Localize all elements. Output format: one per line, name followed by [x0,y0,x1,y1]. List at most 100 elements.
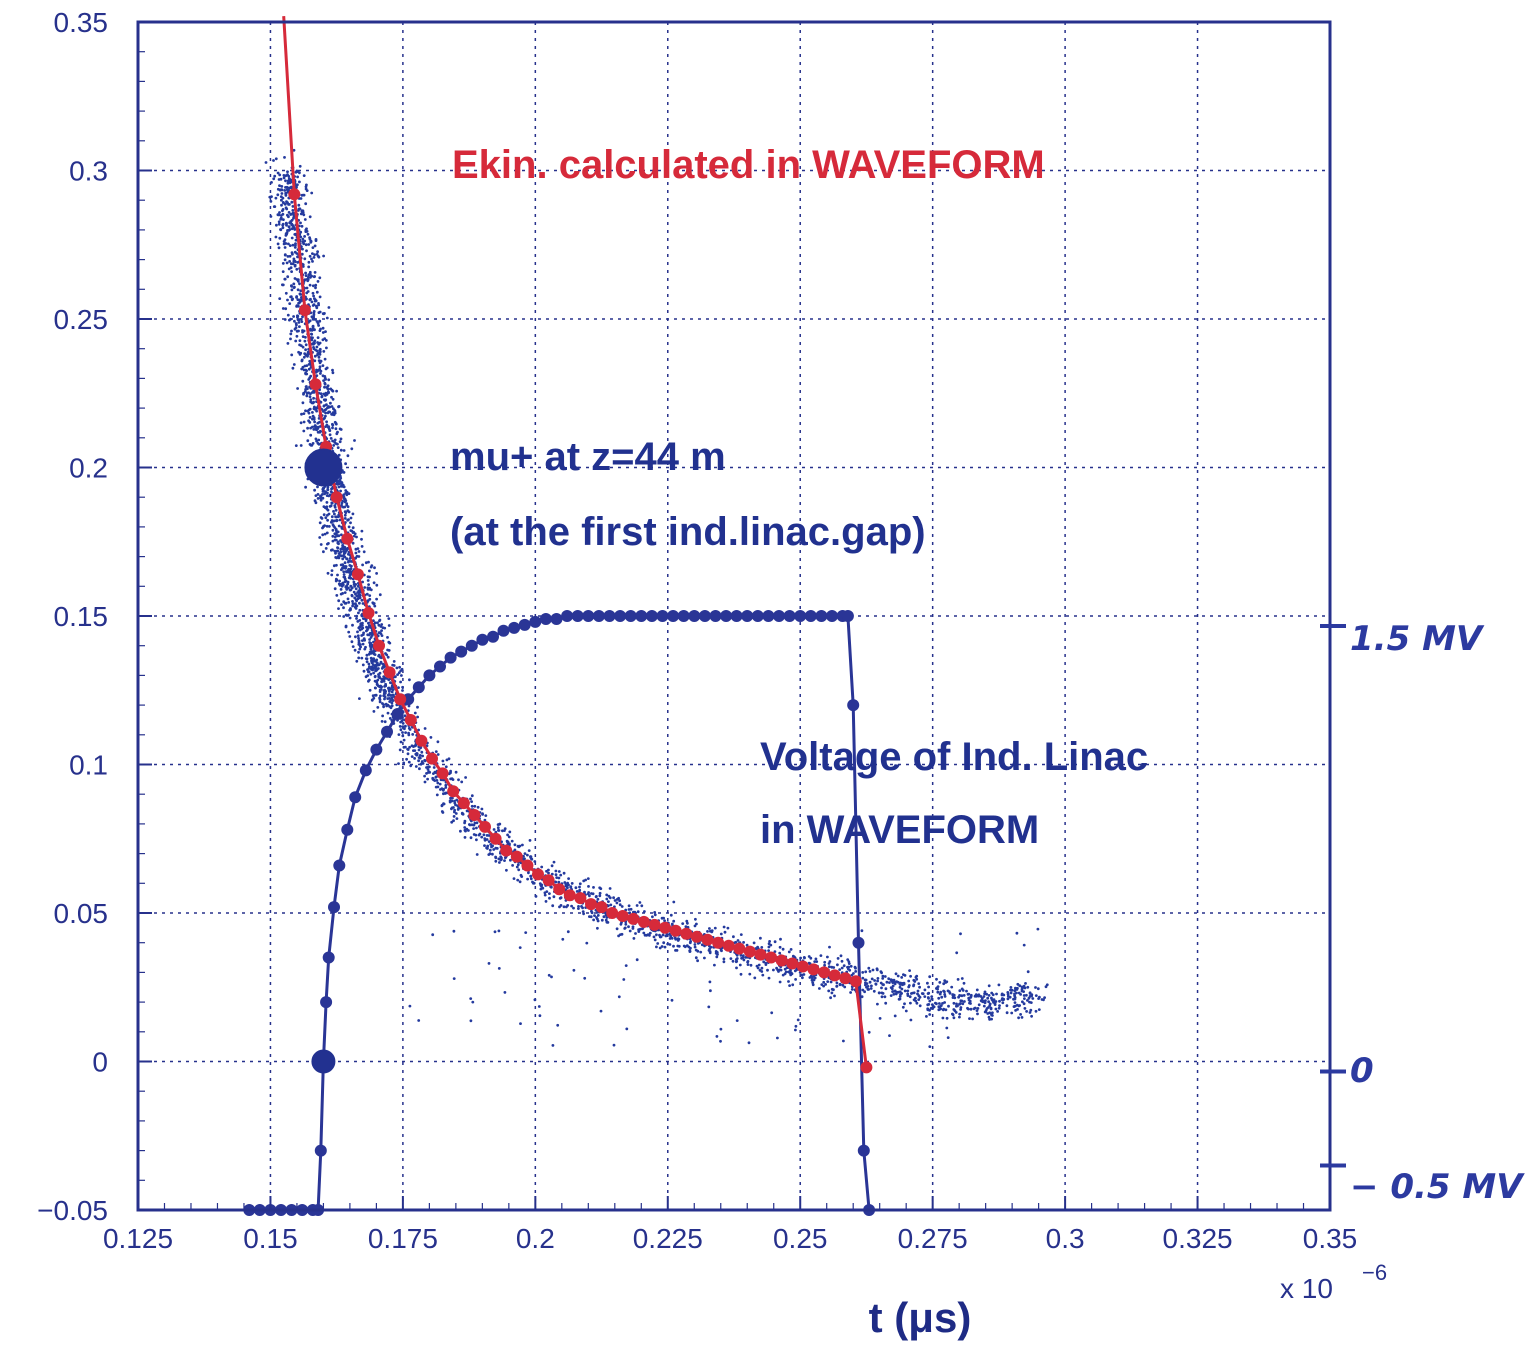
particle-point [1006,991,1010,994]
particle-point [586,877,590,880]
particle-point [1019,1013,1022,1016]
particle-point [316,493,320,496]
particle-point [987,1015,991,1019]
particle-point [375,661,379,665]
particle-point [315,428,318,432]
particle-point [330,573,334,577]
ekin-point [722,939,735,952]
ekin-point [818,966,831,979]
particle-point [284,192,288,196]
particle-point [294,170,298,174]
voltage-point [328,901,340,914]
particle-point [488,848,492,852]
y-tick-label: 0 [92,1047,108,1078]
particle-point [354,551,358,555]
particle-point [823,960,827,964]
particle-point [384,682,387,686]
particle-point [408,745,411,749]
particle-point [324,391,328,395]
particle-point [312,294,315,298]
particle-point [746,963,750,966]
particle-point [293,260,297,263]
particle-point [959,1006,963,1009]
particle-point [761,973,765,977]
particle-point [323,385,326,389]
particle-point [872,989,876,993]
particle-point [316,497,320,500]
particle-point [388,700,392,703]
particle-point [286,298,289,302]
particle-point [296,288,300,292]
particle-point [287,174,291,178]
particle-point [329,490,333,493]
particle-point [420,750,424,754]
particle-point [325,524,329,528]
particle-point [1005,1004,1009,1008]
particle-point [927,991,931,995]
particle-point [331,539,335,543]
particle-point [823,963,826,967]
particle-point [982,995,986,998]
particle-point [668,943,672,946]
particle-point [759,936,762,940]
particle-point [939,1007,942,1011]
particle-point [860,995,864,999]
particle-point [301,401,305,405]
ekin-point [627,912,640,925]
particle-point [296,279,300,283]
particle-point [330,395,333,399]
particle-point [529,874,533,878]
ekin-point [796,960,809,973]
particle-point [401,731,404,734]
particle-point [441,788,445,792]
particle-point [615,927,619,931]
particle-point [564,883,568,887]
particle-point [406,748,410,751]
particle-point [364,657,368,660]
particle-point [272,159,275,162]
particle-point [316,336,320,339]
particle-point [304,385,308,389]
voltage-point [476,633,489,646]
particle-point [977,993,981,997]
particle-point [693,945,697,949]
voltage-point [841,610,854,622]
particle-point [1025,993,1028,997]
particle-point [483,844,486,847]
particle-point [356,630,359,634]
particle-point [899,993,902,996]
particle-point [434,750,438,753]
particle-point [655,933,658,937]
particle-point [303,218,307,221]
particle-point [313,424,317,427]
particle-point [962,994,966,997]
particle-point [747,1041,751,1045]
particle-point [286,229,289,232]
particle-point [906,994,910,997]
particle-point [308,416,312,419]
particle-point [746,960,750,963]
particle-point [440,810,444,813]
particle-point [295,334,299,338]
particle-point [544,900,548,903]
particle-point [286,201,289,205]
particle-point [653,911,657,914]
particle-point [959,932,962,936]
particle-point [366,579,370,582]
particle-point [417,748,421,752]
particle-point [344,601,348,605]
particle-point [547,973,551,977]
particle-point [350,447,354,451]
particle-point [794,1024,798,1028]
ekin-point [521,859,534,872]
particle-point [300,224,304,228]
particle-point [380,629,383,632]
particle-point [326,488,330,491]
particle-point [272,205,276,209]
particle-point [308,270,312,274]
y-tick-label: −0.05 [37,1195,108,1226]
particle-point [404,731,407,734]
particle-point [313,339,317,343]
particle-point [1025,1010,1028,1013]
particle-point [836,963,839,967]
